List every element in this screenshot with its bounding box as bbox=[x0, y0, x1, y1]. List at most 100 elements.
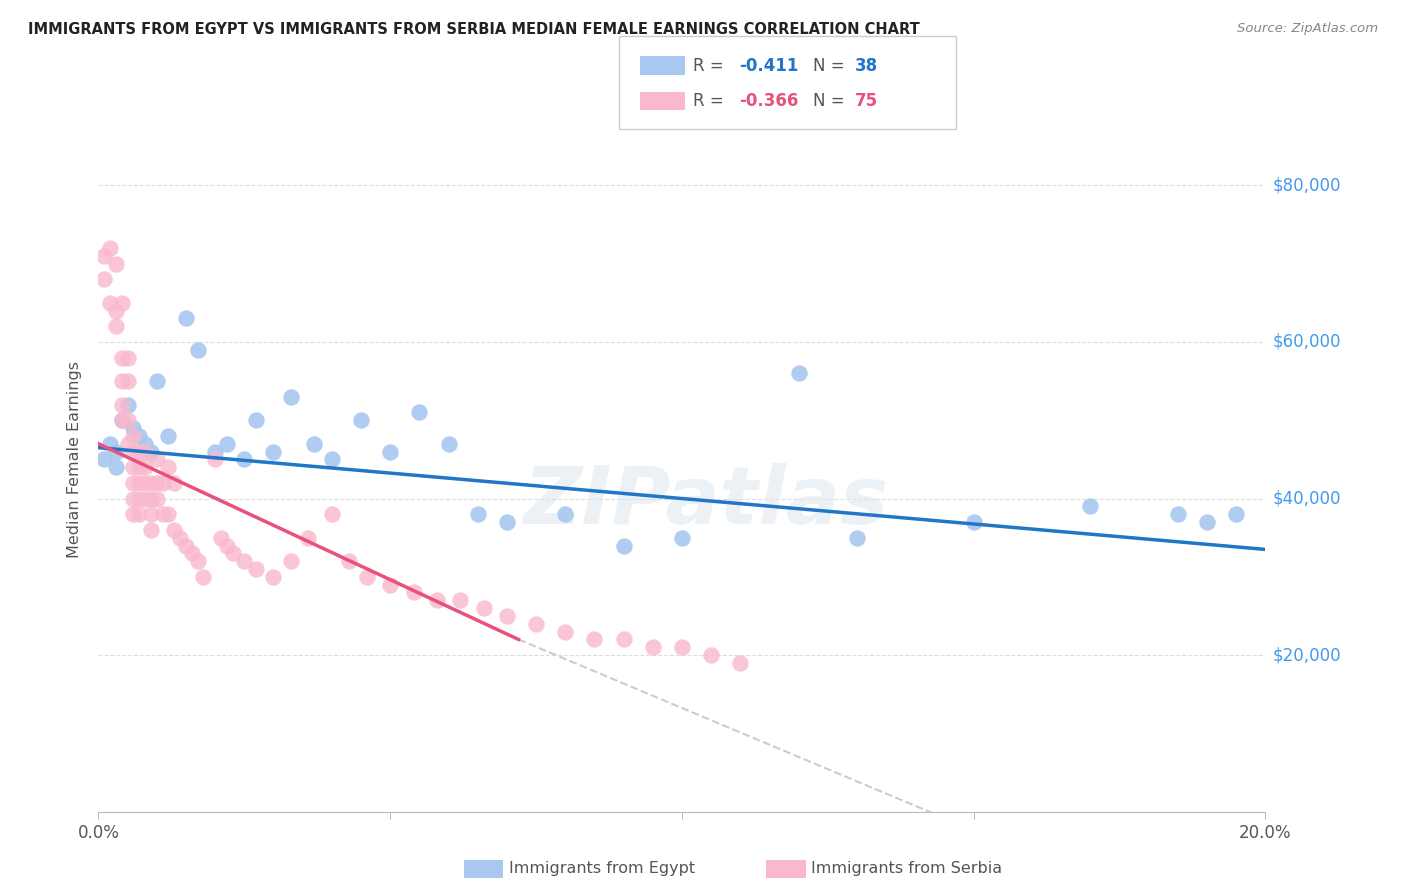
Text: 75: 75 bbox=[855, 92, 877, 110]
Point bbox=[297, 531, 319, 545]
Point bbox=[356, 570, 378, 584]
Point bbox=[612, 539, 634, 553]
Point bbox=[221, 546, 243, 560]
Point bbox=[104, 319, 127, 334]
Point bbox=[787, 366, 810, 380]
Point bbox=[209, 531, 232, 545]
Point bbox=[134, 444, 156, 458]
Point bbox=[122, 491, 145, 506]
Point bbox=[139, 507, 162, 521]
Point bbox=[157, 460, 180, 475]
Point bbox=[128, 444, 150, 458]
Point bbox=[134, 460, 156, 475]
Text: R =: R = bbox=[693, 56, 730, 75]
Point bbox=[304, 436, 326, 450]
Point bbox=[700, 648, 723, 662]
Point bbox=[262, 570, 284, 584]
Point bbox=[111, 295, 134, 310]
Point bbox=[122, 444, 145, 458]
Point bbox=[174, 311, 197, 326]
Point bbox=[134, 475, 156, 490]
Point bbox=[187, 343, 209, 357]
Point bbox=[122, 421, 145, 435]
Point bbox=[204, 452, 226, 467]
Point bbox=[845, 531, 868, 545]
Point bbox=[98, 241, 121, 255]
Point bbox=[321, 452, 343, 467]
Text: N =: N = bbox=[813, 56, 849, 75]
Point bbox=[437, 436, 460, 450]
Point bbox=[321, 507, 343, 521]
Point bbox=[146, 452, 169, 467]
Point bbox=[408, 405, 430, 419]
Point bbox=[157, 429, 180, 443]
Text: N =: N = bbox=[813, 92, 849, 110]
Text: Immigrants from Egypt: Immigrants from Egypt bbox=[509, 862, 695, 876]
Text: $60,000: $60,000 bbox=[1272, 333, 1341, 351]
Point bbox=[157, 507, 180, 521]
Point bbox=[378, 577, 402, 591]
Point bbox=[215, 436, 238, 450]
Point bbox=[146, 491, 169, 506]
Point bbox=[139, 475, 162, 490]
Point bbox=[139, 523, 162, 537]
Point bbox=[163, 475, 186, 490]
Point bbox=[262, 444, 284, 458]
Point bbox=[641, 640, 664, 655]
Point bbox=[402, 585, 425, 599]
Point bbox=[111, 398, 134, 412]
Text: IMMIGRANTS FROM EGYPT VS IMMIGRANTS FROM SERBIA MEDIAN FEMALE EARNINGS CORRELATI: IMMIGRANTS FROM EGYPT VS IMMIGRANTS FROM… bbox=[28, 22, 920, 37]
Point bbox=[98, 295, 121, 310]
Point bbox=[122, 507, 145, 521]
Text: R =: R = bbox=[693, 92, 730, 110]
Text: -0.366: -0.366 bbox=[740, 92, 799, 110]
Point bbox=[128, 429, 150, 443]
Point bbox=[426, 593, 449, 607]
Point bbox=[233, 554, 256, 568]
Point bbox=[180, 546, 202, 560]
Point bbox=[671, 531, 693, 545]
Point bbox=[554, 624, 576, 639]
Point bbox=[472, 601, 495, 615]
Point bbox=[146, 374, 169, 388]
Point bbox=[163, 523, 186, 537]
Point bbox=[245, 562, 267, 576]
Point bbox=[245, 413, 267, 427]
Point bbox=[128, 491, 150, 506]
Point bbox=[495, 609, 517, 624]
Point bbox=[280, 390, 302, 404]
Point bbox=[146, 475, 169, 490]
Point bbox=[583, 632, 606, 647]
Point bbox=[233, 452, 256, 467]
Point bbox=[962, 515, 984, 529]
Point bbox=[174, 539, 197, 553]
Text: ZIPatlas: ZIPatlas bbox=[523, 463, 887, 541]
Point bbox=[134, 491, 156, 506]
Point bbox=[122, 429, 145, 443]
Point bbox=[193, 570, 215, 584]
Y-axis label: Median Female Earnings: Median Female Earnings bbox=[67, 361, 83, 558]
Text: $20,000: $20,000 bbox=[1272, 646, 1341, 665]
Point bbox=[104, 303, 127, 318]
Point bbox=[122, 460, 145, 475]
Point bbox=[104, 257, 127, 271]
Point bbox=[117, 413, 139, 427]
Point bbox=[117, 398, 139, 412]
Point bbox=[612, 632, 634, 647]
Point bbox=[128, 460, 150, 475]
Point bbox=[449, 593, 471, 607]
Point bbox=[187, 554, 209, 568]
Point bbox=[128, 475, 150, 490]
Point bbox=[728, 656, 751, 670]
Point bbox=[104, 460, 127, 475]
Point bbox=[93, 249, 115, 263]
Point bbox=[139, 444, 162, 458]
Point bbox=[111, 413, 134, 427]
Text: 38: 38 bbox=[855, 56, 877, 75]
Point bbox=[117, 351, 139, 365]
Point bbox=[495, 515, 517, 529]
Point bbox=[128, 507, 150, 521]
Point bbox=[337, 554, 360, 568]
Point bbox=[671, 640, 693, 655]
Point bbox=[104, 444, 127, 458]
